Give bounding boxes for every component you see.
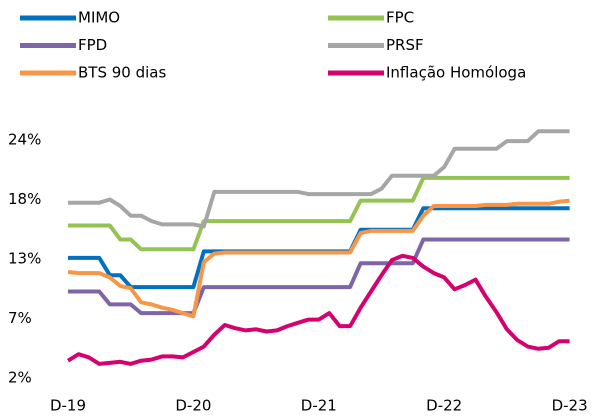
y-tick-label: 2%: [8, 369, 32, 387]
legend-label: MIMO: [78, 9, 120, 27]
y-tick-label: 18%: [8, 190, 41, 208]
series-line: [68, 175, 570, 252]
x-tick-label: D-21: [301, 397, 337, 415]
y-tick-label: 24%: [8, 130, 41, 148]
legend-label: Inflação Homóloga: [386, 64, 526, 82]
x-tick-label: D-20: [175, 397, 211, 415]
x-tick-label: D-23: [552, 397, 588, 415]
series-line: [67, 198, 570, 319]
y-tick-label: 7%: [8, 309, 32, 327]
legend-label: FPC: [386, 9, 414, 27]
series-line: [66, 253, 570, 366]
series-line: [68, 237, 570, 316]
legend-label: PRSF: [386, 36, 424, 54]
legend-label: FPD: [78, 36, 107, 54]
y-tick-label: 13%: [8, 249, 41, 267]
series-line: [68, 129, 570, 229]
legend-label: BTS 90 dias: [78, 64, 166, 82]
x-tick-label: D-22: [426, 397, 462, 415]
x-tick-label: D-19: [50, 397, 86, 415]
